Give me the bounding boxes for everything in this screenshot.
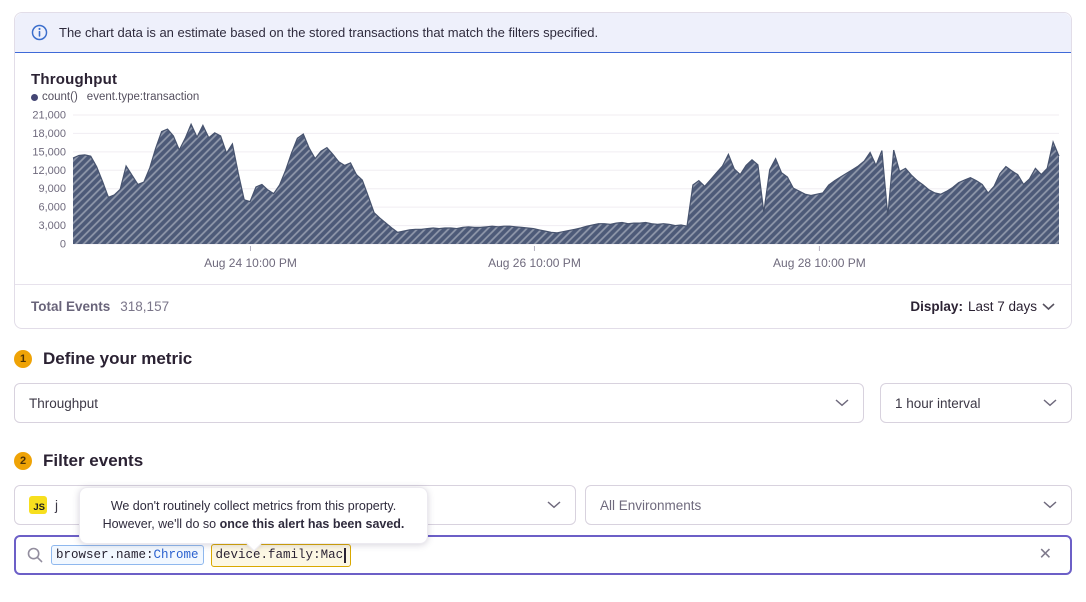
svg-text:6,000: 6,000 xyxy=(38,202,66,214)
section-1-title: Define your metric xyxy=(43,349,193,368)
svg-text:0: 0 xyxy=(60,239,66,251)
section-filter-events: 2 Filter events JS j All Environments We… xyxy=(14,451,1072,575)
interval-select[interactable]: 1 hour interval xyxy=(880,383,1072,423)
token-key: browser.name: xyxy=(56,547,154,562)
section-1-header: 1 Define your metric xyxy=(14,349,1072,369)
environment-select[interactable]: All Environments xyxy=(585,485,1072,525)
legend-aggregate: count() xyxy=(42,91,78,103)
chevron-down-icon xyxy=(1043,501,1057,509)
metric-select-value: Throughput xyxy=(29,395,99,411)
search-token-device-family[interactable]: device.family: Mac xyxy=(210,543,352,567)
throughput-area-chart[interactable]: 0 3,000 6,000 9,000 12,000 15,000 18,000 21,000… xyxy=(31,107,1065,275)
section-2-header: 2 Filter events xyxy=(14,451,1072,471)
project-select-value: j xyxy=(55,497,58,513)
chart-title: Throughput xyxy=(31,71,118,88)
chart-area: Throughput count() event.type:transactio… xyxy=(15,53,1071,284)
display-label: Display: xyxy=(910,299,963,314)
token-value: Chrome xyxy=(153,547,199,562)
total-events-value: 318,157 xyxy=(120,299,170,314)
total-events-label: Total Events xyxy=(31,299,111,314)
info-icon xyxy=(31,24,48,41)
tooltip-line-2-bold: once this alert has been saved. xyxy=(219,517,405,532)
chart-panel: The chart data is an estimate based on t… xyxy=(14,12,1072,329)
step-1-badge: 1 xyxy=(14,350,32,368)
search-icon xyxy=(27,547,43,563)
svg-text:9,000: 9,000 xyxy=(38,183,66,195)
svg-text:Aug 28 10:00 PM: Aug 28 10:00 PM xyxy=(773,256,866,270)
metric-select[interactable]: Throughput xyxy=(14,383,864,423)
svg-text:21,000: 21,000 xyxy=(32,110,66,122)
interval-select-value: 1 hour interval xyxy=(895,395,981,411)
javascript-platform-icon: JS xyxy=(29,496,47,514)
environment-select-value: All Environments xyxy=(600,497,702,513)
svg-text:3,000: 3,000 xyxy=(38,220,66,232)
text-cursor xyxy=(344,547,347,563)
banner-text: The chart data is an estimate based on t… xyxy=(59,25,599,40)
chevron-down-icon xyxy=(835,399,849,407)
display-value: Last 7 days xyxy=(967,299,1037,314)
display-period-select[interactable]: Display: Last 7 days xyxy=(910,299,1055,314)
chart-panel-footer: Total Events 318,157 Display: Last 7 day… xyxy=(15,284,1071,328)
section-2-title: Filter events xyxy=(43,451,144,470)
token-key: device.family: xyxy=(215,547,321,562)
search-token-browser-name[interactable]: browser.name: Chrome xyxy=(51,544,204,566)
alert-builder-page: The chart data is an estimate based on t… xyxy=(0,0,1086,581)
chevron-down-icon xyxy=(1043,399,1057,407)
svg-text:18,000: 18,000 xyxy=(32,128,66,140)
chart-legend: count() event.type:transaction xyxy=(31,91,1061,103)
svg-text:Aug 26 10:00 PM: Aug 26 10:00 PM xyxy=(488,256,581,270)
section-define-metric: 1 Define your metric Throughput 1 hour i… xyxy=(14,349,1072,423)
legend-series-dot xyxy=(31,93,38,101)
info-banner: The chart data is an estimate based on t… xyxy=(15,13,1071,53)
token-value: Mac xyxy=(320,547,344,562)
clear-search-icon[interactable]: ✕ xyxy=(1038,546,1052,563)
svg-text:15,000: 15,000 xyxy=(32,146,66,158)
svg-text:Aug 24 10:00 PM: Aug 24 10:00 PM xyxy=(204,256,297,270)
chevron-down-icon xyxy=(1042,302,1055,311)
tooltip-line-2: However, we'll do so xyxy=(102,517,220,532)
metric-collection-tooltip: We don't routinely collect metrics from … xyxy=(79,487,428,545)
step-2-badge: 2 xyxy=(14,452,32,470)
svg-text:12,000: 12,000 xyxy=(32,165,66,177)
chevron-down-icon xyxy=(547,501,561,509)
tooltip-line-1: We don't routinely collect metrics from … xyxy=(110,499,397,513)
legend-query: event.type:transaction xyxy=(86,91,200,103)
